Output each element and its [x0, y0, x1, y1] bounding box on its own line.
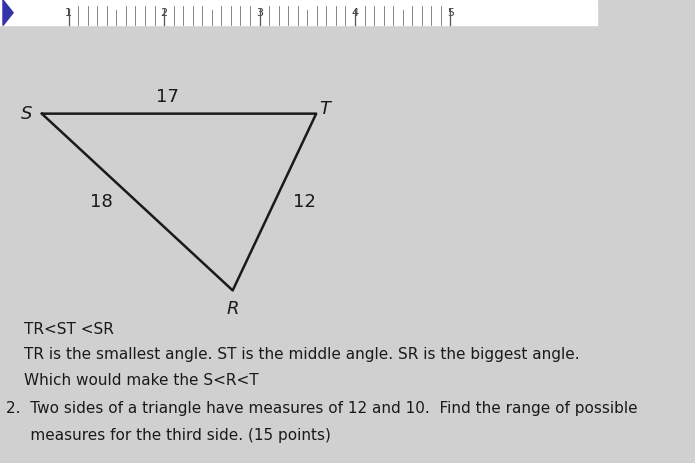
Text: 18: 18 [90, 193, 113, 211]
Polygon shape [3, 0, 13, 25]
Text: Which would make the S<R<T: Which would make the S<R<T [24, 373, 259, 388]
Bar [0, 0, 596, 25]
Text: 2.  Two sides of a triangle have measures of 12 and 10.  Find the range of possi: 2. Two sides of a triangle have measures… [6, 400, 637, 416]
Text: 5: 5 [447, 8, 454, 18]
Text: 12: 12 [293, 193, 316, 211]
Text: T: T [320, 100, 331, 119]
Text: 1: 1 [65, 8, 72, 18]
Text: 2: 2 [161, 8, 167, 18]
Text: TR is the smallest angle. ST is the middle angle. SR is the biggest angle.: TR is the smallest angle. ST is the midd… [24, 347, 580, 362]
Text: S: S [21, 105, 33, 123]
Text: measures for the third side. (15 points): measures for the third side. (15 points) [6, 428, 331, 444]
Text: 17: 17 [156, 88, 179, 106]
Text: 4: 4 [352, 8, 359, 18]
Text: R: R [227, 300, 239, 319]
Text: 3: 3 [256, 8, 263, 18]
Text: TR<ST <SR: TR<ST <SR [24, 322, 114, 337]
